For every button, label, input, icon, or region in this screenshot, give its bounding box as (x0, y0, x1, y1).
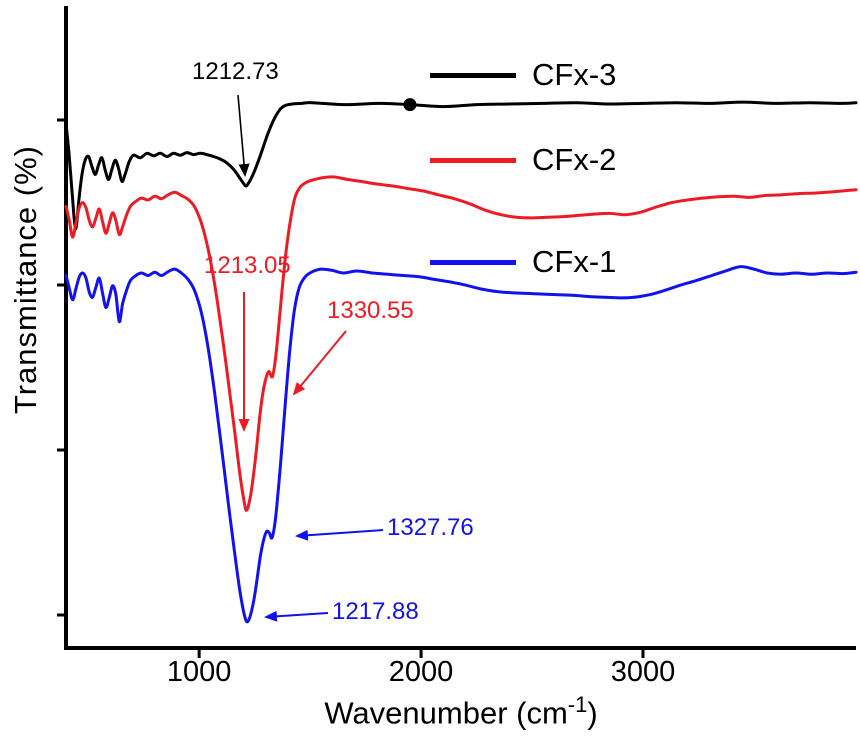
legend-line-swatch (430, 259, 516, 265)
y-axis-title-text: Transmittance (%) (8, 145, 43, 415)
legend-label: CFx-1 (532, 244, 617, 279)
peak-annotation-label: 1327.76 (387, 514, 474, 541)
legend-label: CFx-2 (532, 142, 617, 177)
legend-item-cfx-2: CFx-2 (430, 142, 616, 178)
peak-annotation-label: 1330.55 (327, 297, 414, 324)
peak-annotation-arrow (292, 330, 347, 396)
spectrum-curve-cfx-1 (64, 265, 858, 624)
x-tick-label: 2000 (388, 656, 454, 688)
peak-annotation-label: 1212.73 (192, 58, 279, 85)
x-tick-label: 3000 (610, 656, 676, 688)
peak-annotation-arrow (237, 94, 250, 177)
legend-line-swatch (430, 157, 516, 163)
legend-line-swatch (430, 72, 516, 78)
curve-marker-dot (403, 98, 417, 112)
spectrum-curve-cfx-2 (64, 175, 858, 512)
x-axis-title-close: ) (587, 695, 598, 731)
legend-item-cfx-3: CFx-3 (430, 57, 616, 93)
y-axis-title: Transmittance (%) (4, 0, 48, 560)
x-axis-title-text: Wavenumber (cm (324, 695, 568, 731)
x-axis-title-superscript: -1 (567, 692, 588, 717)
x-tick-label: 1000 (166, 656, 232, 688)
peak-annotation-label: 1213.05 (204, 252, 291, 279)
spectrum-curve-cfx-3 (64, 100, 858, 231)
peak-annotation-arrow (295, 529, 384, 541)
peak-annotation-arrow (264, 610, 329, 622)
x-axis-title: Wavenumber (cm-1) (324, 692, 597, 731)
legend-item-cfx-1: CFx-1 (430, 244, 616, 280)
legend-label: CFx-3 (532, 57, 617, 92)
peak-annotation-label: 1217.88 (332, 598, 419, 625)
